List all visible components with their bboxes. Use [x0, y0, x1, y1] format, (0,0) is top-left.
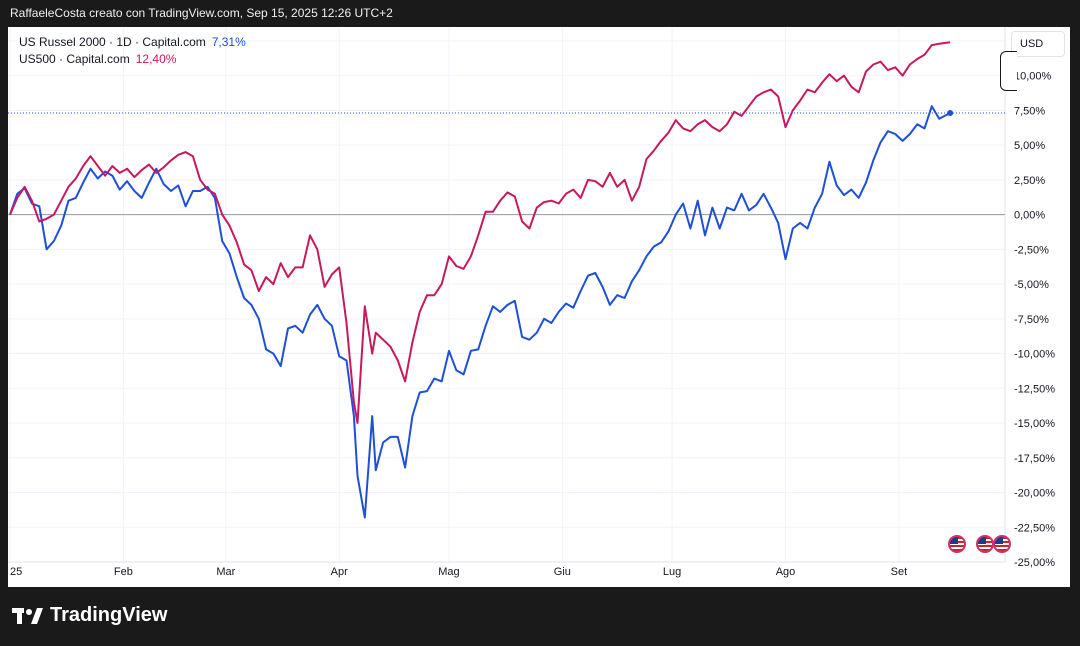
y-tick-label: 7,50%	[1014, 105, 1045, 117]
y-tick-label: -5,00%	[1014, 279, 1049, 291]
legend-us500-name: US500 · Capital.com	[19, 52, 130, 66]
x-tick-label: Apr	[331, 566, 348, 578]
chart-caption: RaffaeleCosta creato con TradingView.com…	[10, 6, 393, 20]
y-tick-label: 2,50%	[1014, 175, 1045, 187]
y-tick-label: -2,50%	[1014, 244, 1049, 256]
x-tick-label: Giu	[554, 566, 571, 578]
x-tick-label: Lug	[663, 566, 681, 578]
grid-lines	[8, 27, 1006, 563]
y-tick-label: -15,00%	[1014, 418, 1055, 430]
flag-us-icon[interactable]	[976, 535, 994, 553]
x-axis: 25 Feb Mar Apr Mag Giu Lug Ago Set	[10, 566, 907, 578]
brand-name: TradingView	[50, 604, 168, 626]
y-tick-label: -10,00%	[1014, 349, 1055, 361]
y-tick-label: -17,50%	[1014, 453, 1055, 465]
legend-us500[interactable]: US500 · Capital.com 12,40%	[19, 52, 176, 66]
y-tick-label: -12,50%	[1014, 383, 1055, 395]
chart-canvas[interactable]: 12,50%10,00%7,50%5,00%2,50%0,00%-2,50%-5…	[8, 27, 1070, 587]
chart-panel[interactable]: 12,50%10,00%7,50%5,00%2,50%0,00%-2,50%-5…	[8, 27, 1070, 587]
y-axis: 12,50%10,00%7,50%5,00%2,50%0,00%-2,50%-5…	[1014, 36, 1055, 569]
currency-button[interactable]: USD	[1011, 31, 1065, 57]
legend-us500-value: 12,40%	[135, 52, 177, 66]
y-tick-label: -7,50%	[1014, 314, 1049, 326]
y-tick-label: -20,00%	[1014, 488, 1055, 500]
y-tick-label: 0,00%	[1014, 210, 1045, 222]
flag-us-icon[interactable]	[948, 535, 966, 553]
y-tick-label: 10,00%	[1014, 71, 1052, 83]
legend-russell-value: 7,31%	[211, 35, 246, 49]
tradingview-logo-icon	[12, 607, 43, 624]
x-tick-label: Ago	[776, 566, 796, 578]
series-russell-last-point	[947, 110, 954, 117]
legend-russell[interactable]: US Russel 2000 · 1D · Capital.com 7,31%	[19, 35, 246, 49]
x-tick-label: Mar	[216, 566, 235, 578]
x-tick-label: Mag	[438, 566, 459, 578]
series-russell-line	[9, 105, 951, 519]
brand-logo[interactable]: TradingView	[12, 604, 167, 627]
legend-russell-name: US Russel 2000 · 1D · Capital.com	[19, 35, 206, 49]
flag-us-icon[interactable]	[993, 535, 1011, 553]
series-lines	[9, 41, 954, 519]
x-tick-label: Feb	[114, 566, 133, 578]
price-scale-handle[interactable]	[1000, 51, 1017, 91]
y-tick-label: -22,50%	[1014, 522, 1055, 534]
x-tick-label: 25	[10, 566, 22, 578]
series-us500-line	[9, 41, 951, 424]
x-tick-label: Set	[891, 566, 908, 578]
y-tick-label: -25,00%	[1014, 557, 1055, 569]
y-tick-label: 5,00%	[1014, 140, 1045, 152]
